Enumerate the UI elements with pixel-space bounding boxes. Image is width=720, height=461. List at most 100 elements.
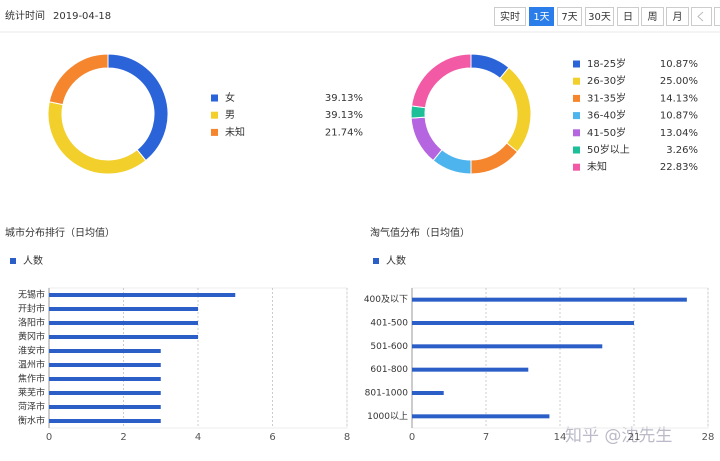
time-button[interactable]: 日 [617,7,639,26]
legend-swatch [573,129,580,137]
stat-date: 2019-04-18 [53,11,111,22]
time-button[interactable]: 30天 [585,7,614,26]
button-frame[interactable] [494,7,526,26]
legend-swatch [573,112,580,120]
bar [49,335,198,339]
y-tick-label: 衡水市 [18,415,45,427]
donut-slice [410,116,443,162]
button-label[interactable]: 30天 [588,12,611,23]
legend-swatch [573,146,580,154]
x-tick-label: 0 [409,432,415,443]
legend-label: 36-40岁 [587,109,626,122]
prev-button[interactable] [691,7,712,26]
legend-value: 25.00% [660,76,698,87]
button-frame[interactable] [585,7,614,26]
bar [49,391,161,395]
donut-slice [410,53,472,109]
donut-slice [48,53,109,106]
donut-slice [470,142,519,175]
legend-label: 41-50岁 [587,126,626,139]
legend-swatch [211,111,218,119]
y-tick-label: 淮安市 [18,345,45,357]
bar [49,307,198,311]
legend-label: 26-30岁 [587,74,626,87]
x-tick-label: 21 [628,432,641,443]
x-tick-label: 4 [195,432,201,443]
legend-value: 10.87% [660,59,698,70]
legend-label: 31-35岁 [587,91,626,104]
donut-slice [107,53,169,162]
button-label[interactable]: 月 [673,11,683,23]
legend-swatch [10,258,16,264]
time-button[interactable]: 实时 [494,7,526,26]
legend-label: 人数 [23,254,43,267]
legend-value: 13.04% [660,128,698,139]
legend-value: 39.13% [325,110,363,121]
button-frame[interactable] [666,7,689,26]
legend-swatch [573,94,580,102]
bar [412,344,603,349]
y-tick-label: 401-500 [370,319,408,329]
legend-label: 女 [225,91,235,104]
y-tick-label: 601-800 [370,365,408,375]
bar [49,321,198,325]
chart-title: 淘气值分布（日均值） [370,226,470,239]
bar [49,293,236,297]
legend-label: 未知 [587,160,607,173]
donut-slice [47,101,147,175]
legend-value: 21.74% [325,127,363,138]
legend-value: 14.13% [660,93,698,104]
button-frame[interactable] [557,7,582,26]
button-frame[interactable] [714,7,720,26]
legend-swatch [211,128,218,136]
bar [412,321,634,325]
y-tick-label: 400及以下 [364,294,408,305]
y-tick-label: 801-1000 [365,389,409,399]
button-frame[interactable] [529,7,554,26]
stat-label: 统计时间 [5,9,45,22]
button-label[interactable]: 7天 [561,12,577,23]
y-tick-label: 温州市 [18,359,45,371]
legend-swatch [573,77,580,85]
button-frame[interactable] [641,7,664,26]
legend-swatch [573,60,580,68]
bar [412,297,687,302]
bar [49,363,161,367]
legend-swatch [373,258,379,264]
chart-title: 城市分布排行（日均值） [5,226,115,239]
donut-slice [499,66,532,153]
bar [412,367,529,372]
x-tick-label: 0 [46,432,52,443]
legend-swatch [573,163,580,171]
x-tick-label: 14 [554,432,567,443]
button-label[interactable]: 实时 [500,10,520,23]
x-tick-label: 2 [120,432,126,443]
time-button[interactable]: 7天 [557,7,582,26]
y-tick-label: 501-600 [370,342,408,352]
time-button[interactable]: 1天 [529,7,554,26]
legend-label: 男 [225,109,235,121]
y-tick-label: 菏泽市 [18,401,45,413]
bar [49,405,161,409]
button-frame[interactable] [617,7,639,26]
x-tick-label: 6 [269,432,275,443]
time-button[interactable]: 周 [641,7,664,26]
legend-value: 3.26% [666,145,698,156]
time-button[interactable]: 月 [666,7,689,26]
legend-value: 10.87% [660,111,698,122]
button-frame[interactable] [691,7,712,26]
watermark: 知乎 @沈先生 [565,426,672,446]
button-label[interactable]: 日 [623,12,633,23]
bar [412,391,444,395]
bar [49,377,161,381]
bar [412,414,550,419]
button-label[interactable]: 1天 [533,12,549,23]
y-tick-label: 无锡市 [18,289,45,301]
y-tick-label: 1000以上 [367,411,408,422]
button-label[interactable]: 周 [648,11,658,23]
y-tick-label: 焦作市 [18,373,45,385]
next-button[interactable] [714,7,720,26]
legend-label: 未知 [225,125,245,138]
